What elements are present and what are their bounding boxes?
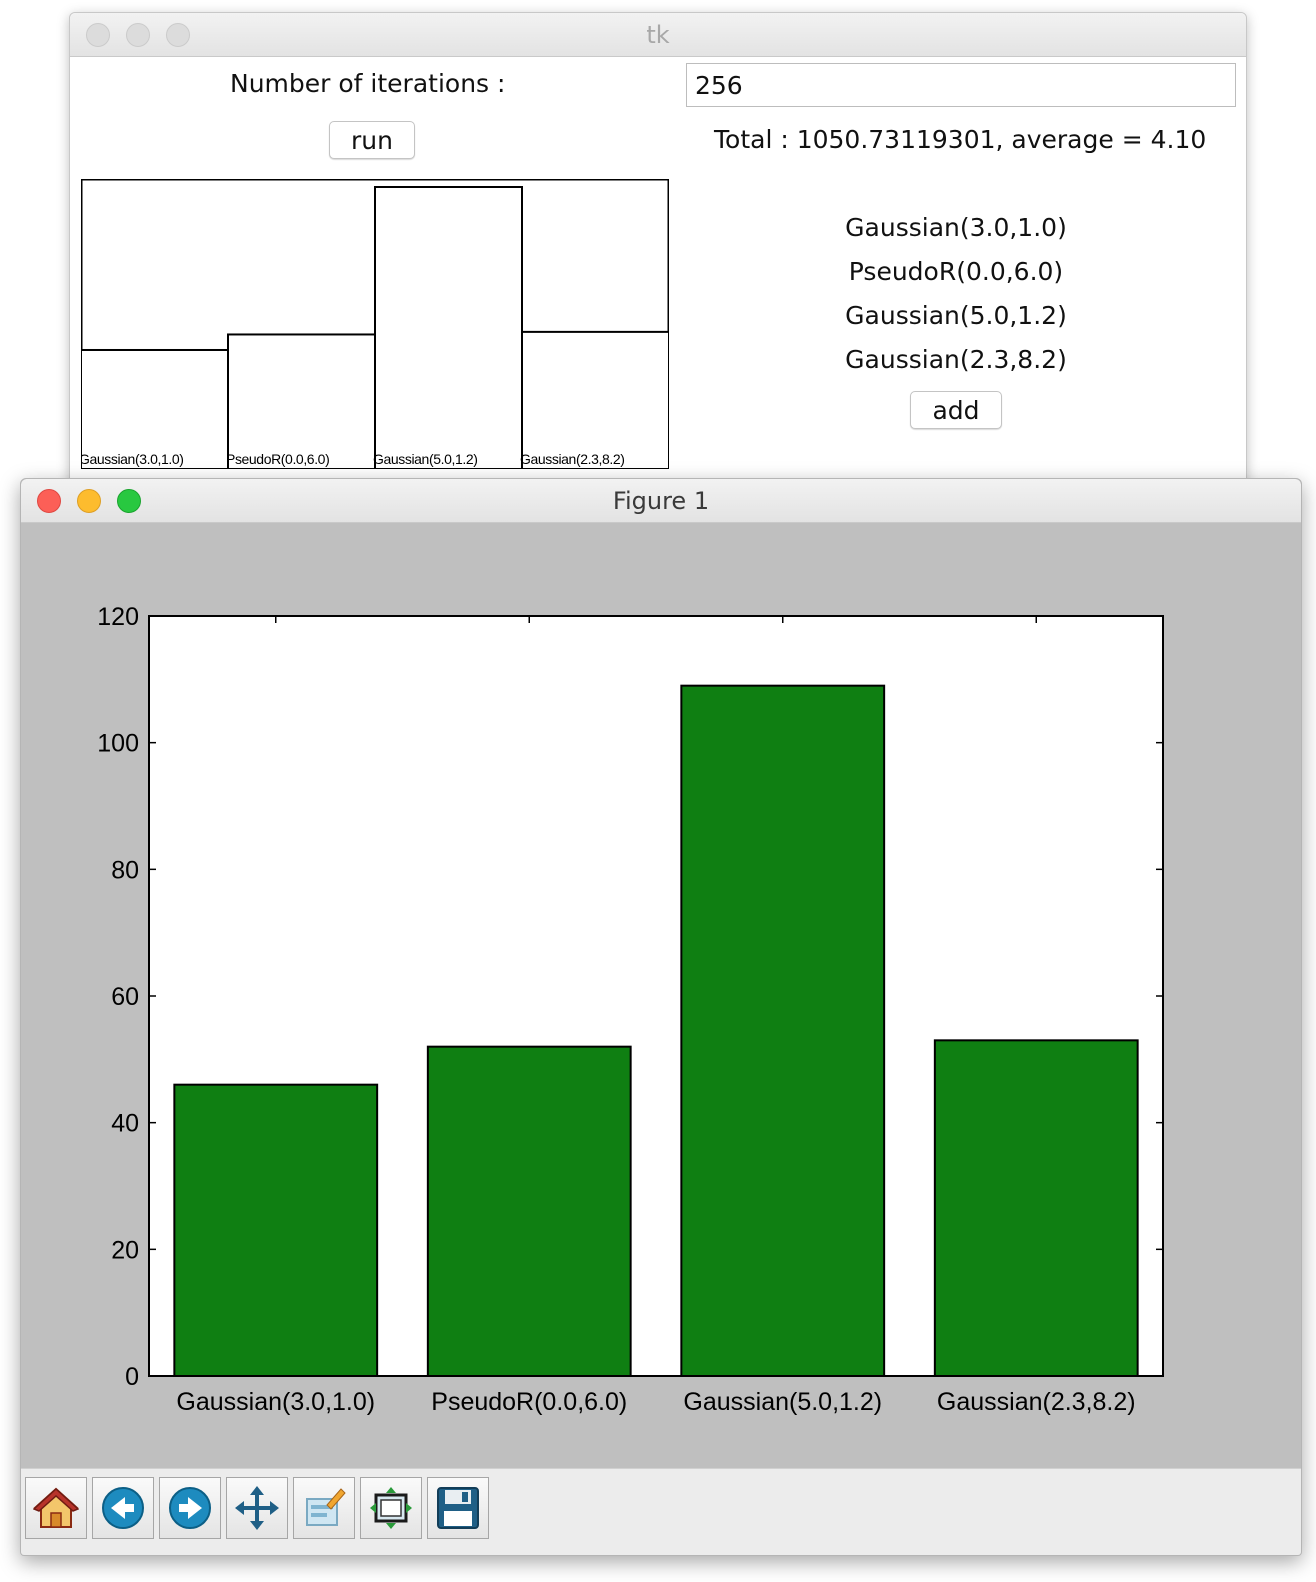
close-icon[interactable] bbox=[37, 489, 61, 513]
distribution-item: Gaussian(3.0,1.0) bbox=[845, 213, 1067, 242]
add-button[interactable]: add bbox=[910, 391, 1002, 429]
plot-frame bbox=[148, 615, 1164, 1377]
x-tick-label: Gaussian(3.0,1.0) bbox=[176, 1388, 375, 1416]
subplots-button[interactable] bbox=[360, 1477, 422, 1539]
zoom-icon[interactable] bbox=[117, 489, 141, 513]
pan-button[interactable] bbox=[226, 1477, 288, 1539]
tick-labels: Gaussian(3.0,1.0) PseudoR(0.0,6.0) Gaussia… bbox=[97, 603, 1135, 1416]
x-tick-label: Gaussian(2.3,8.2) bbox=[937, 1388, 1136, 1416]
home-icon bbox=[33, 1487, 79, 1528]
close-icon[interactable] bbox=[86, 23, 110, 47]
y-tick-label: 100 bbox=[97, 730, 139, 758]
forward-button[interactable] bbox=[159, 1477, 221, 1539]
tk-bar bbox=[374, 186, 523, 469]
x-tick-label: PseudoR(0.0,6.0) bbox=[431, 1388, 627, 1416]
tk-bar-canvas: Gaussian(3.0,1.0) PseudoR(0.0,6.0) Gaussia… bbox=[81, 179, 669, 469]
minimize-icon[interactable] bbox=[126, 23, 150, 47]
subplots-icon bbox=[370, 1487, 412, 1529]
tk-bar-label: PseudoR(0.0,6.0) bbox=[226, 451, 329, 467]
y-tick-label: 120 bbox=[97, 603, 139, 631]
back-arrow-icon bbox=[102, 1487, 144, 1529]
tk-titlebar: tk bbox=[70, 13, 1246, 57]
tk-bar-label: Gaussian(3.0,1.0) bbox=[81, 451, 183, 467]
zoom-rect-icon bbox=[306, 1488, 346, 1526]
iterations-label: Number of iterations : bbox=[230, 69, 506, 98]
y-tick-label: 0 bbox=[125, 1363, 139, 1391]
run-button[interactable]: run bbox=[329, 121, 415, 159]
y-tick-label: 40 bbox=[111, 1110, 139, 1138]
y-tick-label: 80 bbox=[111, 856, 139, 884]
window-title: tk bbox=[646, 21, 670, 49]
forward-arrow-icon bbox=[169, 1487, 211, 1529]
figure-titlebar: Figure 1 bbox=[21, 479, 1301, 523]
x-tick-label: Gaussian(5.0,1.2) bbox=[683, 1388, 882, 1416]
figure-window: Figure 1 Gaussian(3.0,1.0) PseudoR(0.0,6.… bbox=[20, 478, 1302, 1556]
tk-window: tk Number of iterations : run Total : 10… bbox=[69, 12, 1247, 492]
tk-bar-label: Gaussian(2.3,8.2) bbox=[520, 451, 624, 467]
bar bbox=[426, 1045, 632, 1378]
distribution-item: PseudoR(0.0,6.0) bbox=[848, 257, 1064, 286]
tk-bar bbox=[521, 330, 669, 469]
iterations-input[interactable] bbox=[686, 63, 1236, 107]
pan-arrows-icon bbox=[235, 1486, 279, 1530]
bar bbox=[933, 1039, 1139, 1377]
minimize-icon[interactable] bbox=[77, 489, 101, 513]
floppy-disk-icon bbox=[437, 1487, 479, 1529]
window-title: Figure 1 bbox=[612, 487, 710, 515]
zoom-icon[interactable] bbox=[166, 23, 190, 47]
y-tick-label: 60 bbox=[111, 983, 139, 1011]
bar bbox=[680, 684, 886, 1377]
toolbar bbox=[21, 1468, 1301, 1555]
tk-bars: Gaussian(3.0,1.0) PseudoR(0.0,6.0) Gaussia… bbox=[81, 186, 669, 469]
distribution-item: Gaussian(2.3,8.2) bbox=[845, 345, 1067, 374]
back-button[interactable] bbox=[92, 1477, 154, 1539]
home-button[interactable] bbox=[25, 1477, 87, 1539]
distribution-item: Gaussian(5.0,1.2) bbox=[845, 301, 1067, 330]
zoom-rect-button[interactable] bbox=[293, 1477, 355, 1539]
bar-chart: Gaussian(3.0,1.0) PseudoR(0.0,6.0) Gaussia… bbox=[97, 603, 1164, 1416]
bar bbox=[173, 1083, 379, 1378]
total-text: Total : 1050.73119301, average = 4.10 bbox=[714, 125, 1207, 154]
y-tick-label: 20 bbox=[111, 1236, 139, 1264]
save-button[interactable] bbox=[427, 1477, 489, 1539]
tk-bar bbox=[227, 333, 376, 469]
tk-bar-label: Gaussian(5.0,1.2) bbox=[373, 451, 477, 467]
tk-bar bbox=[81, 348, 229, 469]
bars bbox=[173, 684, 1139, 1378]
